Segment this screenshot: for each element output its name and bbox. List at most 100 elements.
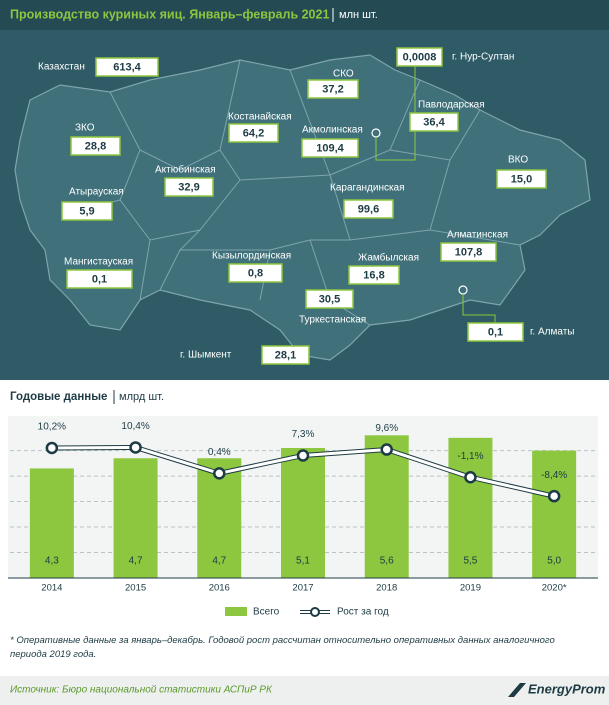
value-box — [261, 345, 310, 365]
line-marker — [464, 470, 477, 484]
legend-swatch — [225, 607, 247, 616]
region-value: 28,8 — [85, 140, 106, 152]
region-label: Акмолинская — [302, 125, 363, 136]
region-value: 15,0 — [511, 173, 532, 185]
bar — [281, 448, 325, 578]
region-value: 64,2 — [243, 127, 264, 139]
value-box — [66, 269, 133, 289]
value-box — [496, 169, 547, 189]
x-tick-label: 2016 — [209, 583, 230, 594]
region-label: Туркестанская — [299, 315, 366, 326]
source-bar — [0, 676, 609, 705]
bar-label: 4,3 — [45, 556, 59, 567]
region-value: 28,1 — [275, 349, 296, 361]
region-value: 30,5 — [319, 293, 340, 305]
source: Источник: Бюро национальной статистики А… — [10, 685, 273, 696]
line-label: 10,2% — [38, 422, 66, 433]
bar — [113, 458, 158, 578]
bar — [448, 437, 493, 578]
x-tick-label: 2020* — [542, 583, 567, 594]
line-label: 7,3% — [292, 429, 315, 440]
value-box — [396, 47, 443, 67]
value-box — [343, 199, 394, 219]
line-label: -8,4% — [541, 470, 567, 481]
region-value: 99,6 — [358, 203, 379, 215]
region-label: Жамбылская — [358, 252, 419, 264]
region-label: Атырауская — [69, 187, 124, 198]
value-box — [301, 138, 359, 158]
logo-icon — [508, 683, 526, 697]
region-value: 109,4 — [316, 142, 344, 154]
region-value: 0,0008 — [403, 51, 437, 63]
legend-label: Рост за год — [337, 607, 389, 618]
region-label: Мангистауская — [64, 257, 133, 268]
region-value: 37,2 — [322, 83, 343, 95]
region-label: Алматинская — [447, 230, 508, 241]
bar-label: 5,6 — [380, 556, 394, 567]
region-label: г. Алматы — [530, 327, 574, 338]
leader-line — [462, 294, 496, 323]
x-tick-label: 2015 — [125, 583, 146, 594]
region-value: 0,1 — [92, 273, 107, 285]
line-label: 0,4% — [208, 447, 231, 458]
line-label: 9,6% — [375, 423, 398, 434]
region-label: ВКО — [508, 155, 528, 166]
bar-label: 5,1 — [296, 556, 310, 567]
title-bar — [0, 0, 609, 30]
bar — [29, 468, 74, 578]
chart: 2014 2015 2016 2017 2018 2019 2020* 4,3 4,7 4,7 5,… — [10, 421, 596, 594]
region-value: 0,8 — [248, 267, 263, 279]
value-box — [95, 57, 159, 77]
region-label: Карагандинская — [330, 183, 405, 194]
region-label: г. Нур-Султан — [452, 52, 514, 63]
region-label: Актюбинская — [155, 164, 216, 176]
line-label: -1,1% — [457, 451, 483, 462]
region-label: ЗКО — [75, 123, 95, 134]
value-box — [440, 242, 497, 262]
logo: EnergyProm — [528, 681, 606, 696]
value-box — [409, 112, 459, 132]
region-label: г. Шымкент — [180, 350, 232, 361]
line-marker — [547, 489, 561, 503]
title-unit: млн шт. — [339, 9, 378, 21]
region-value: 613,4 — [113, 61, 141, 73]
legend-label: Всего — [253, 607, 280, 618]
line-marker — [380, 443, 393, 456]
value-box — [228, 263, 283, 283]
map-values: Казахстан 613,4 СКО 37,2 г. Нур-Султан 0,0008… — [38, 47, 574, 365]
footnote: * Оперативные данные за январь–декабрь. … — [10, 635, 555, 660]
region-value: 107,8 — [455, 246, 483, 258]
bar-label: 5,5 — [463, 556, 477, 567]
title: Производство куриных яиц. Январь–февраль… — [10, 7, 329, 21]
footnote-box: * Оперативные данные за январь–декабрь. … — [10, 635, 555, 660]
region-value: 36,4 — [423, 116, 445, 128]
value-box — [228, 123, 279, 143]
region-value: 32,9 — [178, 181, 199, 193]
value-box — [467, 322, 524, 342]
value-box — [307, 79, 359, 99]
line-marker — [296, 449, 310, 462]
region-label: Казахстан — [38, 62, 85, 73]
region-label: Павлодарская — [418, 100, 485, 111]
chart-title: Годовые данные — [10, 391, 107, 403]
bar-label: 4,7 — [212, 556, 226, 567]
region-label: СКО — [333, 69, 354, 80]
x-tick-label: 2018 — [376, 583, 397, 594]
bar — [532, 450, 577, 578]
region-label: Костанайская — [228, 112, 292, 123]
line-label: 10,4% — [121, 421, 149, 432]
region-label: Кызылординская — [212, 251, 291, 262]
x-tick-label: 2017 — [292, 583, 313, 594]
legend-marker — [310, 607, 320, 617]
bar-label: 5,0 — [547, 556, 561, 567]
value-box — [61, 201, 113, 221]
bar — [364, 435, 409, 578]
region-value: 0,1 — [488, 326, 503, 338]
x-tick-label: 2019 — [460, 583, 481, 594]
bar-label: 4,7 — [129, 556, 143, 567]
value-box — [348, 265, 400, 285]
line-marker — [45, 441, 59, 455]
line-marker — [129, 441, 142, 454]
